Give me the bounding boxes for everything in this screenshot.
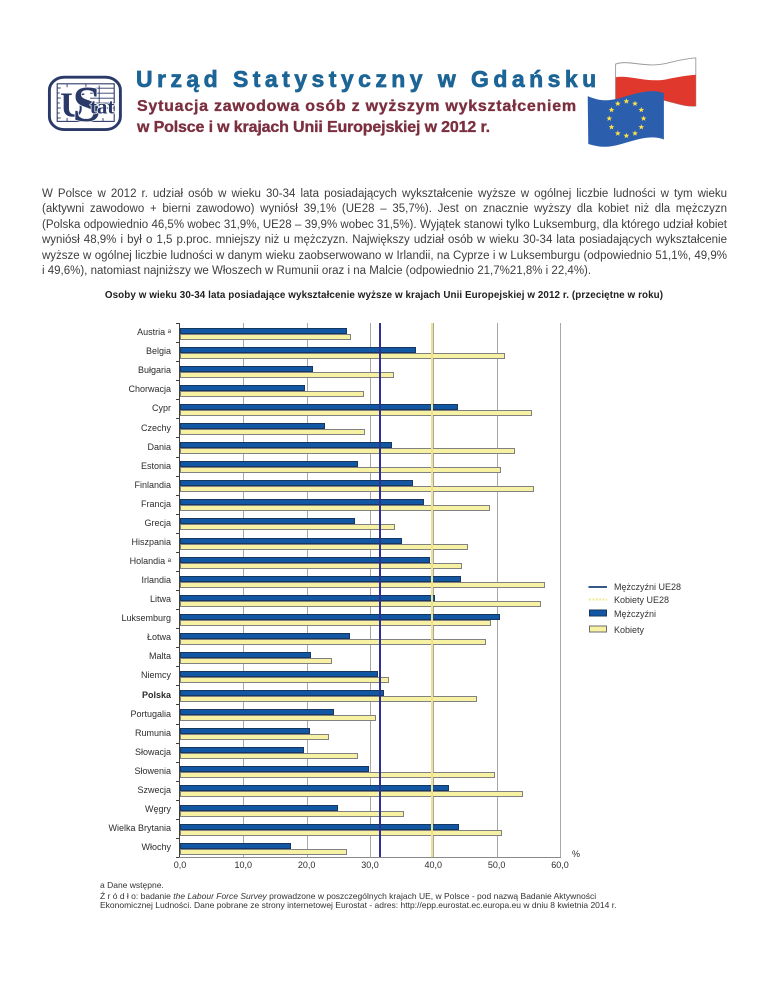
svg-text:S: S xyxy=(73,77,101,133)
svg-text:tat: tat xyxy=(90,94,115,118)
svg-text:U: U xyxy=(60,86,85,124)
